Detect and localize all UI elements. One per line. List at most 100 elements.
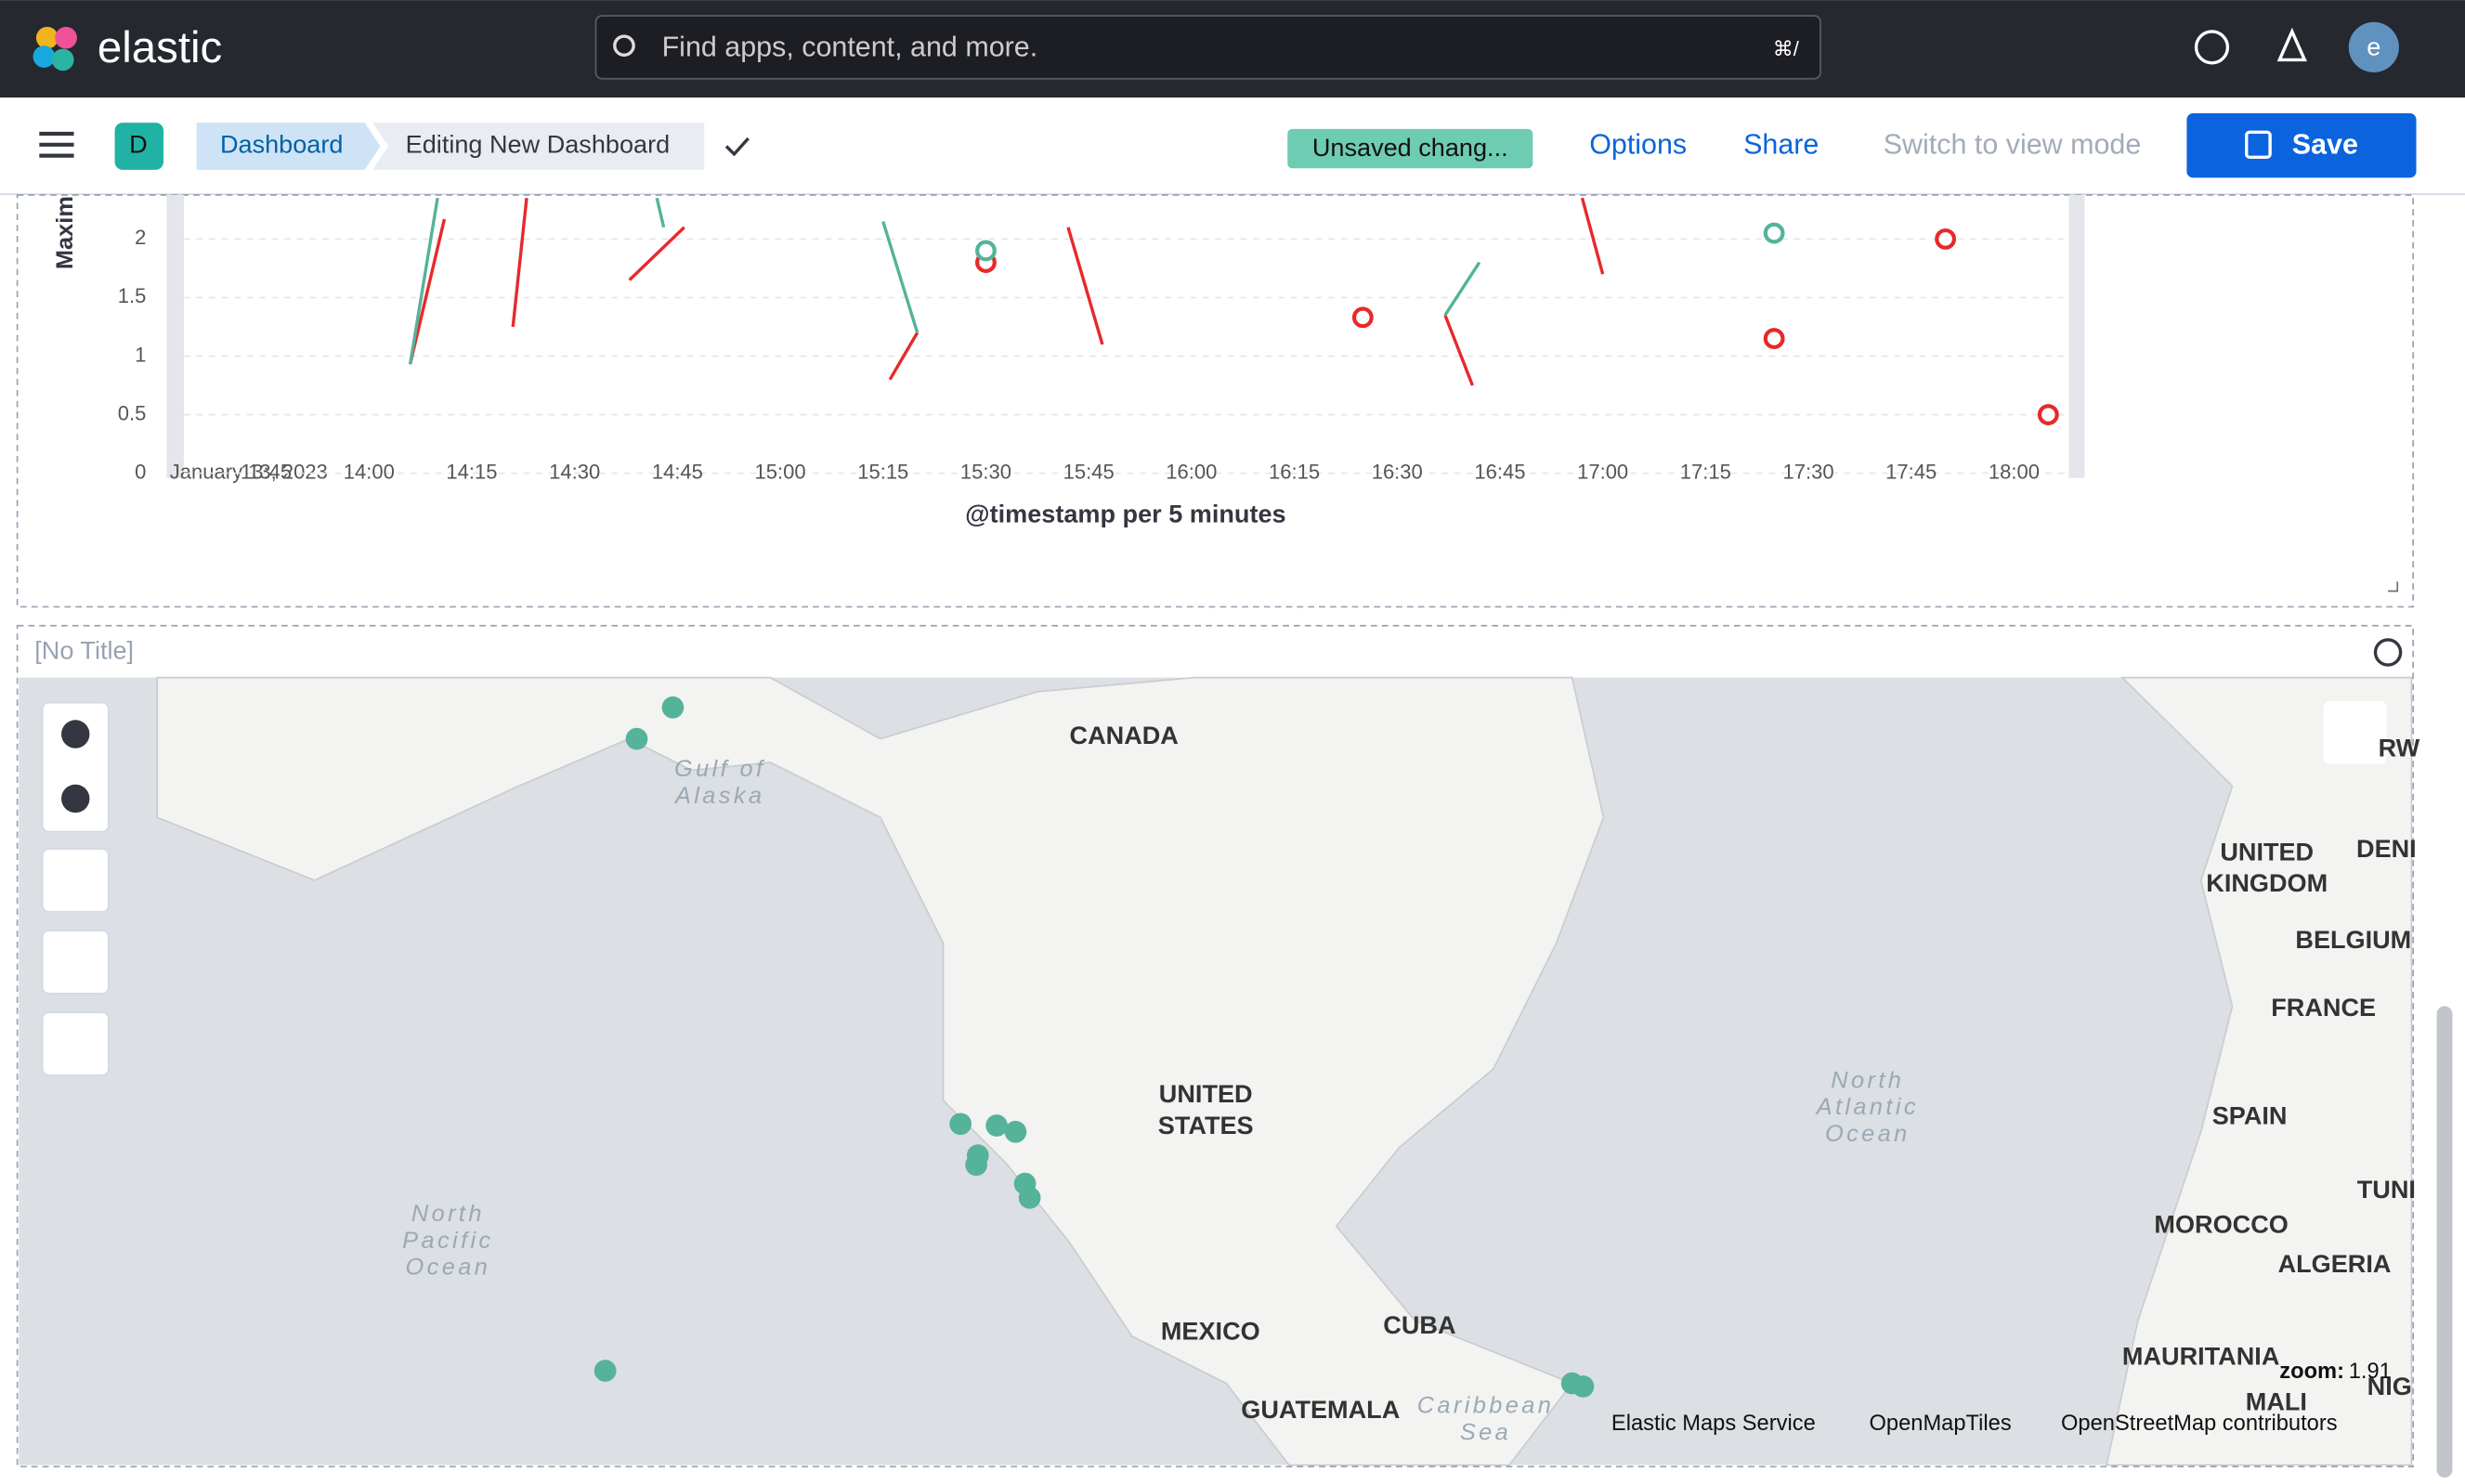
map-label: ALGERIA	[2278, 1249, 2392, 1278]
breadcrumb-bg[interactable]	[196, 123, 381, 170]
ocean-label: Pacific	[402, 1228, 493, 1254]
x-tick-label: 15:30	[960, 460, 1011, 483]
ocean-label: North	[411, 1201, 485, 1227]
map-controls	[41, 700, 2387, 1076]
map-label: TUNI	[2357, 1175, 2416, 1204]
x-tick-label: 14:45	[652, 460, 703, 483]
x-tick-label: 15:45	[1063, 460, 1115, 483]
y-tick-label: 0.5	[118, 401, 147, 424]
save-icon	[2245, 130, 2272, 160]
search-box[interactable]	[594, 15, 1821, 80]
fullscreen-button[interactable]	[41, 930, 110, 995]
search-placeholder: Find apps, content, and more.	[662, 32, 1038, 63]
y-tick-label: 1.5	[118, 284, 147, 307]
zoom-controls[interactable]	[41, 701, 110, 833]
land	[156, 676, 2413, 1466]
avatar[interactable]	[2348, 21, 2399, 72]
status-badge	[1287, 128, 1533, 169]
locate-button[interactable]	[41, 848, 110, 913]
map-label: SPAIN	[2212, 1101, 2288, 1130]
view-mode-button[interactable]: Switch to view mode	[1884, 129, 2142, 161]
logo-text: elastic	[98, 23, 222, 72]
point-marker	[1763, 222, 1785, 244]
x-tick-label: 17:30	[1783, 460, 1834, 483]
attribution[interactable]: Elastic Maps Service	[1611, 1412, 1816, 1436]
attribution[interactable]: OpenMapTiles	[1870, 1412, 2012, 1436]
map-label: BELGIUM	[2295, 925, 2411, 954]
share-button[interactable]: Share	[1743, 129, 1819, 161]
x-tick-label: 16:00	[1166, 460, 1217, 483]
x-tick-label: 16:15	[1269, 460, 1320, 483]
save-label: Save	[2292, 129, 2358, 161]
map-points	[593, 696, 1595, 1398]
plot-edge	[166, 194, 185, 478]
map-labels: CANADA UNITED STATES MEXICO CUBA GUATEMALA UNI…	[402, 721, 2419, 1445]
x-tick-label: 15:15	[857, 460, 908, 483]
search-icon	[613, 34, 635, 58]
date-label: January 13, 2023	[170, 460, 328, 483]
point-marker	[1935, 228, 1957, 250]
x-tick-label: 16:30	[1372, 460, 1423, 483]
logo[interactable]: elastic	[33, 23, 223, 72]
menu-button[interactable]	[39, 131, 74, 158]
scrollbar[interactable]	[2436, 1006, 2453, 1478]
map-label: MOROCCO	[2154, 1209, 2288, 1238]
x-tick-label: 14:30	[549, 460, 600, 483]
plot	[184, 197, 2069, 475]
save-button[interactable]	[2186, 112, 2417, 178]
news-icon[interactable]	[2276, 27, 2307, 62]
map-label: GUATEMALA	[1241, 1395, 1400, 1424]
x-tick-label: 13:45	[241, 460, 292, 483]
zoom-label: zoom:	[2279, 1360, 2344, 1384]
ocean-label: Sea	[1460, 1419, 1511, 1445]
map-label: RW	[2379, 734, 2420, 762]
chart-panel	[16, 194, 2414, 608]
space-letter: D	[129, 130, 148, 159]
map-label: NIG	[2367, 1372, 2412, 1400]
ocean-label: North	[1831, 1067, 1904, 1093]
legend-toggle[interactable]	[2323, 700, 2387, 764]
line-series	[408, 197, 1605, 386]
zoom-out[interactable]	[61, 784, 90, 814]
x-tick-label: 17:15	[1680, 460, 1731, 483]
x-tick-label: 17:00	[1577, 460, 1628, 483]
ocean-label: Caribbean	[1417, 1393, 1555, 1419]
breadcrumb-bg	[372, 123, 705, 170]
line-series	[408, 197, 1481, 365]
y-axis-label: Maxim	[52, 196, 78, 269]
breadcrumb[interactable]: Dashboard	[220, 130, 343, 159]
map-label: CANADA	[1070, 721, 1179, 749]
x-tick-label: 14:00	[344, 460, 395, 483]
map-label: UNITED	[2220, 837, 2314, 866]
options-button[interactable]: Options	[1589, 129, 1687, 161]
ocean-label: Alaska	[673, 783, 764, 809]
ocean-label: Ocean	[406, 1255, 491, 1281]
x-tick-label: 15:00	[755, 460, 806, 483]
map-label: CUBA	[1383, 1310, 1455, 1339]
confirm-title[interactable]	[724, 137, 750, 157]
y-tick-label: 1	[135, 343, 146, 366]
status-text: Unsaved chang...	[1312, 133, 1508, 162]
x-tick-label: 17:45	[1885, 460, 1937, 483]
x-tick-label: 14:15	[446, 460, 497, 483]
breadcrumb: Editing New Dashboard	[406, 130, 670, 159]
attribution[interactable]: OpenStreetMap contributors	[2061, 1412, 2338, 1436]
point-marker	[975, 240, 997, 262]
map-label: MALI	[2246, 1387, 2307, 1416]
panel-title: [No Title]	[34, 636, 134, 665]
map-label: FRANCE	[2271, 993, 2376, 1022]
y-tick-label: 0	[135, 460, 146, 483]
panel-settings[interactable]	[2373, 638, 2403, 667]
x-tick-label: 18:00	[1989, 460, 2040, 483]
point-marker	[1351, 306, 1374, 329]
map-label: STATES	[1158, 1111, 1254, 1139]
ocean-label: Gulf of	[674, 756, 765, 782]
point-marker	[2037, 404, 2059, 425]
space-avatar[interactable]	[114, 123, 164, 170]
map-label: KINGDOM	[2206, 868, 2328, 897]
zoom-in[interactable]	[61, 720, 90, 749]
resize-handle[interactable]	[2388, 581, 2399, 592]
tools-button[interactable]	[41, 1011, 110, 1076]
help-icon[interactable]	[2194, 30, 2230, 65]
